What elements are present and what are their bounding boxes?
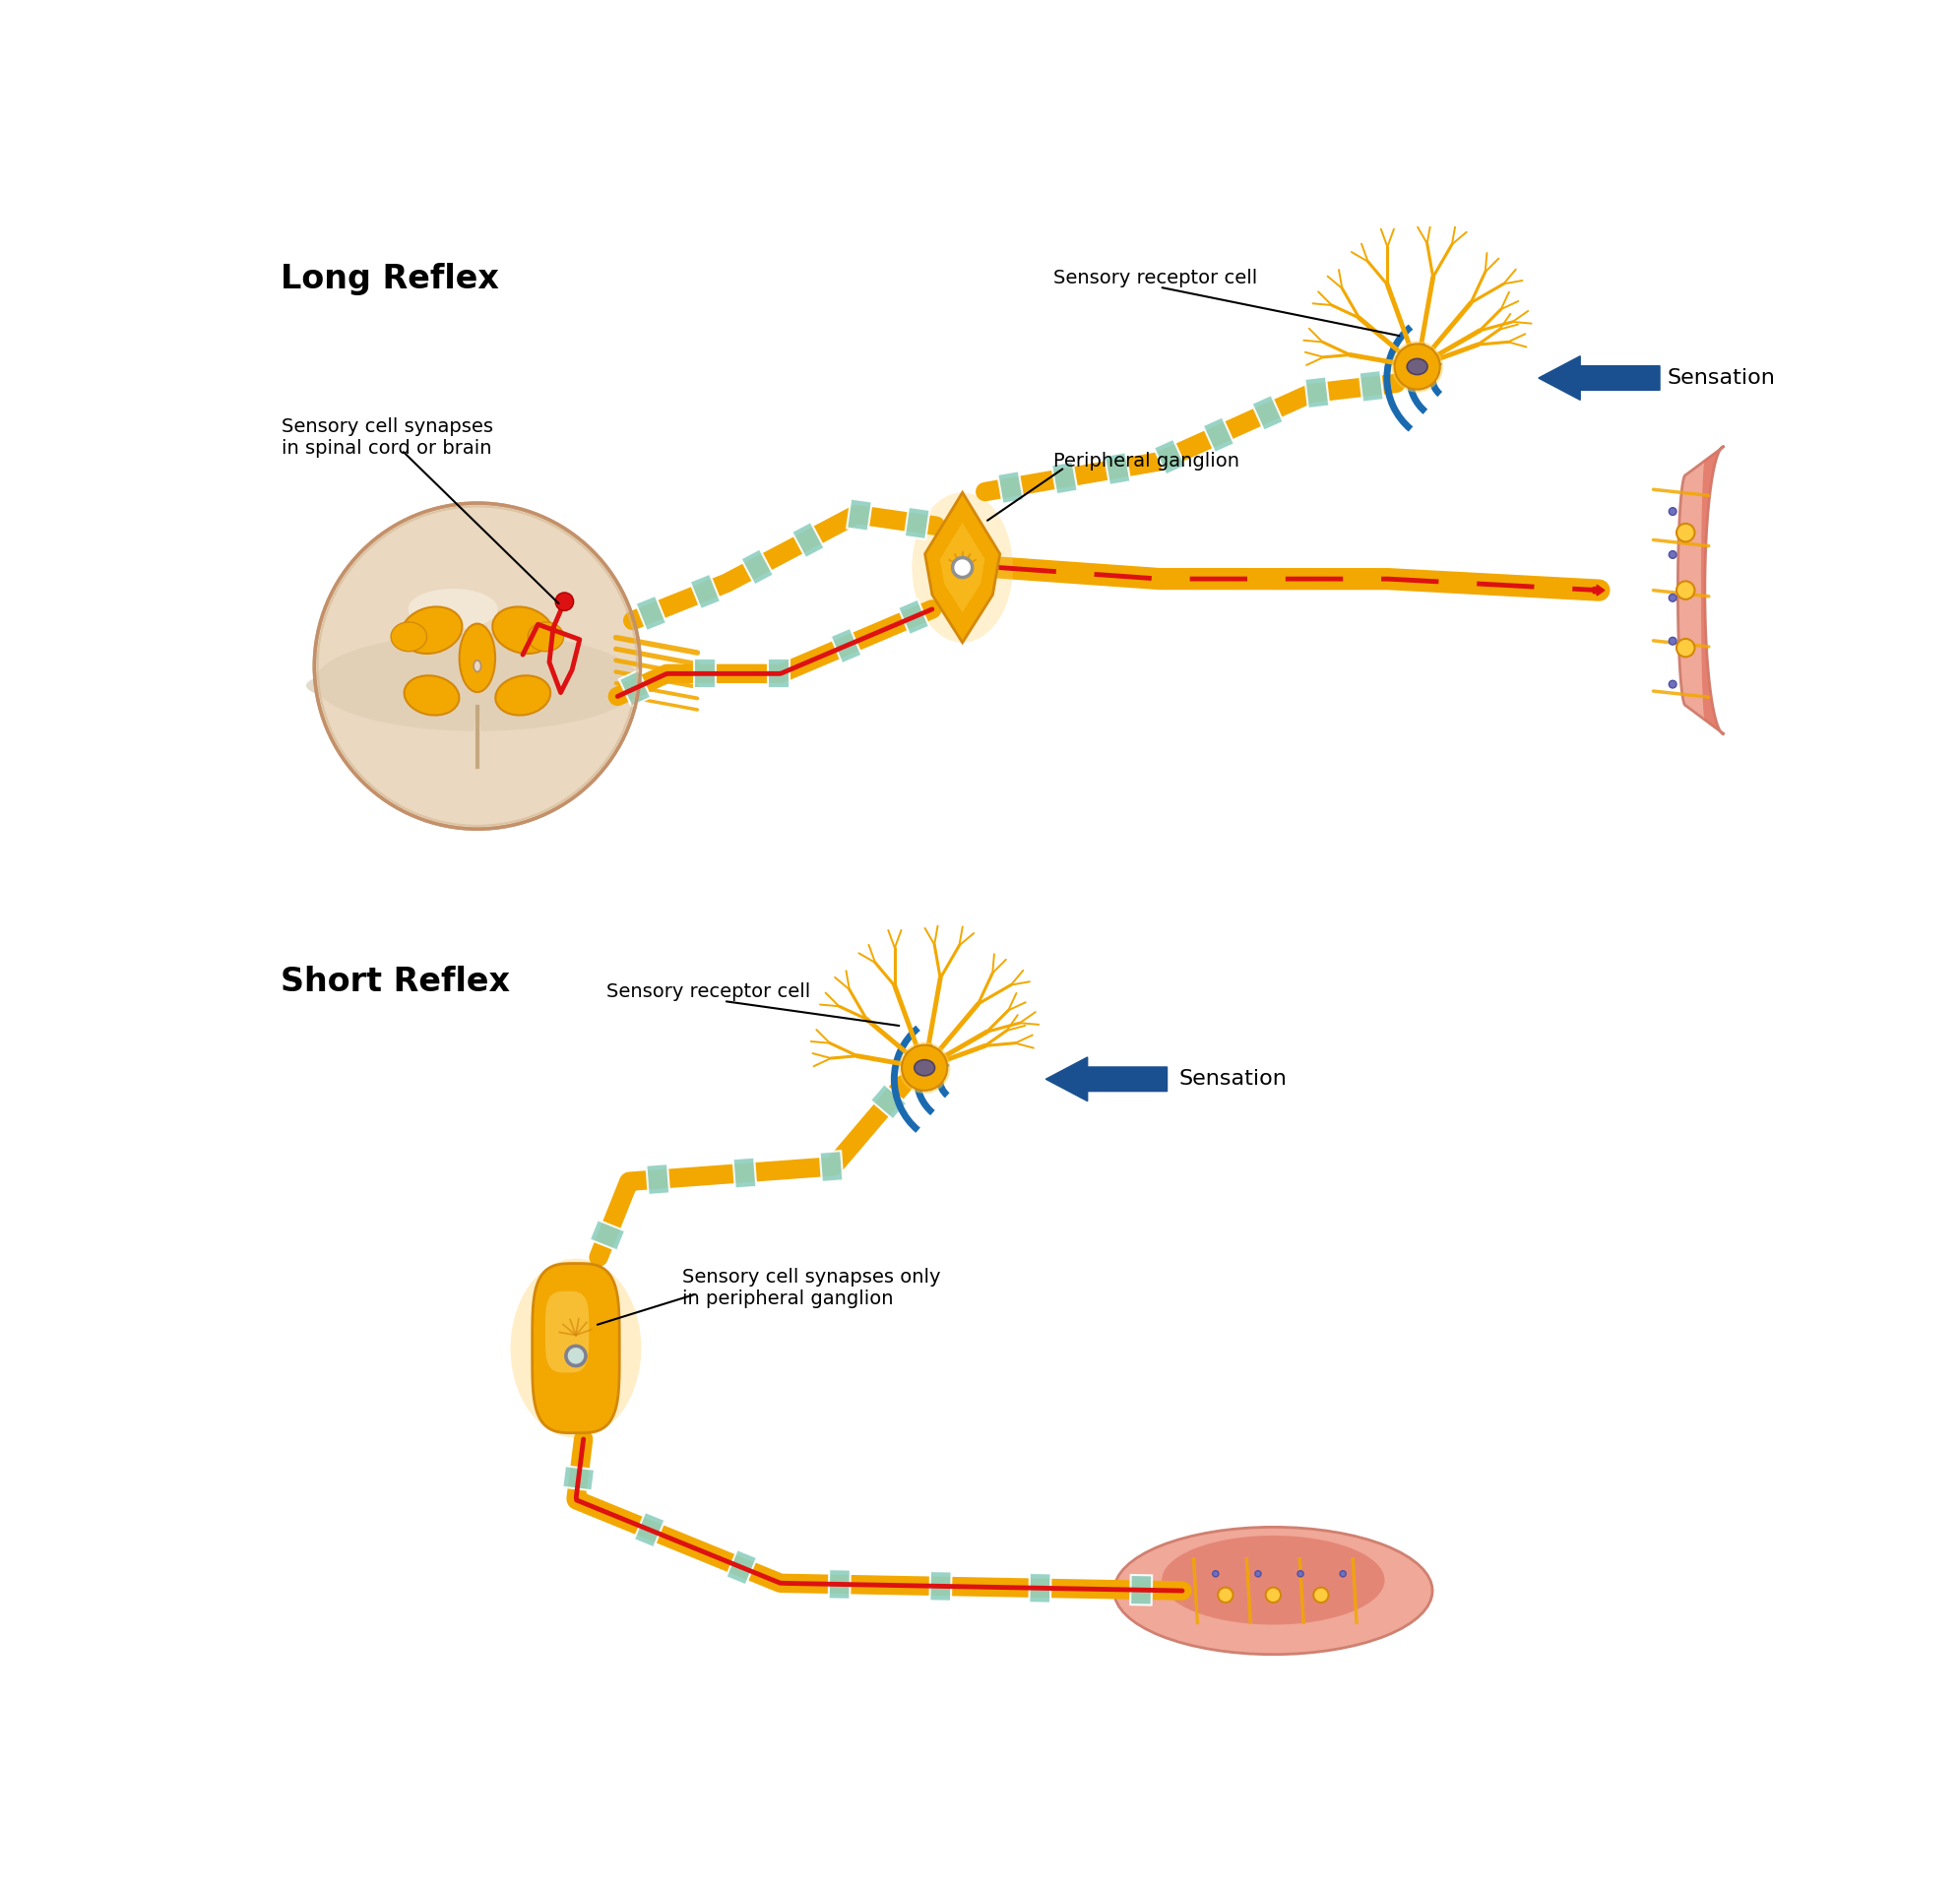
Polygon shape [870, 1083, 907, 1119]
Ellipse shape [1407, 359, 1427, 376]
Circle shape [1392, 342, 1443, 392]
Polygon shape [590, 1219, 625, 1251]
Circle shape [1217, 1587, 1233, 1602]
Polygon shape [898, 600, 929, 634]
Circle shape [314, 504, 641, 828]
Polygon shape [563, 1466, 594, 1491]
Polygon shape [1701, 445, 1725, 734]
Polygon shape [694, 659, 715, 689]
Circle shape [555, 593, 574, 611]
Polygon shape [1053, 462, 1078, 494]
Text: Sensory cell synapses
in spinal cord or brain: Sensory cell synapses in spinal cord or … [282, 417, 494, 457]
Ellipse shape [474, 660, 480, 672]
Polygon shape [741, 549, 774, 585]
Circle shape [566, 1347, 586, 1366]
Ellipse shape [1113, 1527, 1433, 1655]
Text: Sensation: Sensation [1668, 368, 1776, 389]
Circle shape [1676, 523, 1695, 542]
Polygon shape [647, 1164, 670, 1194]
Circle shape [1341, 1570, 1347, 1578]
Polygon shape [533, 1264, 619, 1432]
Circle shape [1668, 508, 1676, 515]
Ellipse shape [1162, 1536, 1384, 1625]
Circle shape [1668, 638, 1676, 645]
Polygon shape [1305, 377, 1329, 408]
Circle shape [1266, 1587, 1280, 1602]
Ellipse shape [390, 623, 427, 651]
Polygon shape [829, 1570, 851, 1600]
Polygon shape [998, 472, 1023, 504]
Circle shape [1668, 551, 1676, 559]
Text: Sensory receptor cell: Sensory receptor cell [606, 983, 809, 1002]
Ellipse shape [510, 1259, 641, 1438]
Ellipse shape [911, 493, 1013, 643]
Polygon shape [1678, 445, 1725, 734]
Polygon shape [819, 1151, 843, 1181]
Ellipse shape [314, 634, 641, 732]
Polygon shape [941, 523, 984, 613]
Circle shape [902, 1045, 947, 1091]
Polygon shape [1105, 453, 1131, 485]
Polygon shape [690, 574, 721, 610]
Polygon shape [925, 493, 1000, 643]
Polygon shape [1131, 1576, 1152, 1606]
Polygon shape [847, 498, 872, 530]
Ellipse shape [913, 1060, 935, 1076]
Polygon shape [792, 523, 825, 559]
Ellipse shape [459, 625, 496, 693]
Circle shape [566, 1345, 586, 1366]
Ellipse shape [527, 623, 564, 651]
Text: Sensory receptor cell: Sensory receptor cell [1053, 268, 1258, 287]
Circle shape [1394, 343, 1441, 389]
Ellipse shape [492, 608, 553, 653]
Text: Sensory cell synapses only
in peripheral ganglion: Sensory cell synapses only in peripheral… [682, 1268, 941, 1308]
FancyArrow shape [1047, 1057, 1166, 1102]
Polygon shape [1358, 370, 1384, 402]
Polygon shape [768, 659, 790, 689]
Ellipse shape [496, 676, 551, 715]
Text: Peripheral ganglion: Peripheral ganglion [1053, 453, 1239, 470]
Polygon shape [1252, 394, 1284, 430]
Circle shape [900, 1042, 951, 1094]
Circle shape [1676, 640, 1695, 657]
Polygon shape [633, 1511, 664, 1547]
Ellipse shape [408, 589, 498, 630]
Text: Sensation: Sensation [1178, 1070, 1286, 1089]
Polygon shape [1029, 1574, 1051, 1604]
Circle shape [1676, 581, 1695, 600]
Polygon shape [470, 708, 484, 760]
Circle shape [1254, 1570, 1260, 1578]
Ellipse shape [404, 676, 459, 715]
Polygon shape [906, 508, 929, 540]
Polygon shape [929, 1572, 951, 1602]
Circle shape [1668, 681, 1676, 689]
Circle shape [1668, 594, 1676, 602]
Circle shape [953, 559, 972, 577]
Circle shape [953, 559, 972, 577]
Polygon shape [619, 670, 651, 706]
Ellipse shape [402, 608, 463, 653]
Text: Short Reflex: Short Reflex [280, 966, 510, 998]
Polygon shape [725, 1549, 757, 1585]
Ellipse shape [306, 660, 649, 710]
Polygon shape [1203, 417, 1235, 453]
Polygon shape [733, 1157, 757, 1189]
Polygon shape [1154, 440, 1186, 476]
Circle shape [1298, 1570, 1303, 1578]
Circle shape [1213, 1570, 1219, 1578]
Polygon shape [635, 596, 666, 630]
FancyArrow shape [1539, 357, 1660, 400]
Circle shape [1313, 1587, 1329, 1602]
Polygon shape [545, 1291, 588, 1372]
Polygon shape [831, 628, 862, 664]
Text: Long Reflex: Long Reflex [280, 262, 498, 294]
FancyArrow shape [1593, 585, 1605, 596]
